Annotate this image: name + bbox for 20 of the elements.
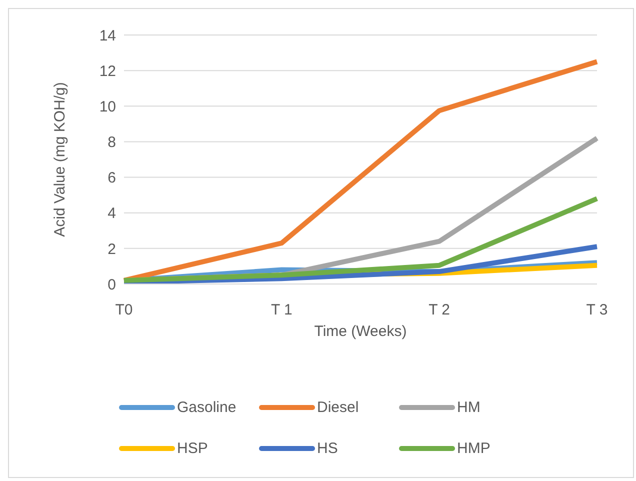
legend-label: HMP — [457, 440, 490, 457]
legend-label: Gasoline — [177, 399, 236, 416]
x-tick-label: T 2 — [428, 302, 450, 319]
legend-label: Diesel — [317, 399, 359, 416]
y-axis-title: Acid Value (mg KOH/g) — [51, 82, 68, 237]
y-tick-label: 0 — [108, 276, 116, 294]
y-tick-label: 14 — [99, 27, 116, 44]
y-tick-label: 2 — [108, 240, 116, 258]
legend-label: HS — [317, 440, 338, 457]
y-tick-label: 4 — [108, 205, 116, 222]
x-tick-label: T0 — [115, 302, 133, 319]
legend-label: HM — [457, 399, 480, 416]
x-tick-label: T 1 — [270, 302, 292, 319]
y-tick-label: 12 — [99, 62, 116, 80]
y-tick-label: 8 — [108, 134, 116, 152]
y-tick-label: 10 — [99, 98, 116, 116]
y-tick-label: 6 — [108, 170, 116, 187]
x-axis-title: Time (Weeks) — [314, 323, 407, 340]
x-tick-label: T 3 — [586, 302, 608, 319]
legend-label: HSP — [177, 440, 208, 457]
